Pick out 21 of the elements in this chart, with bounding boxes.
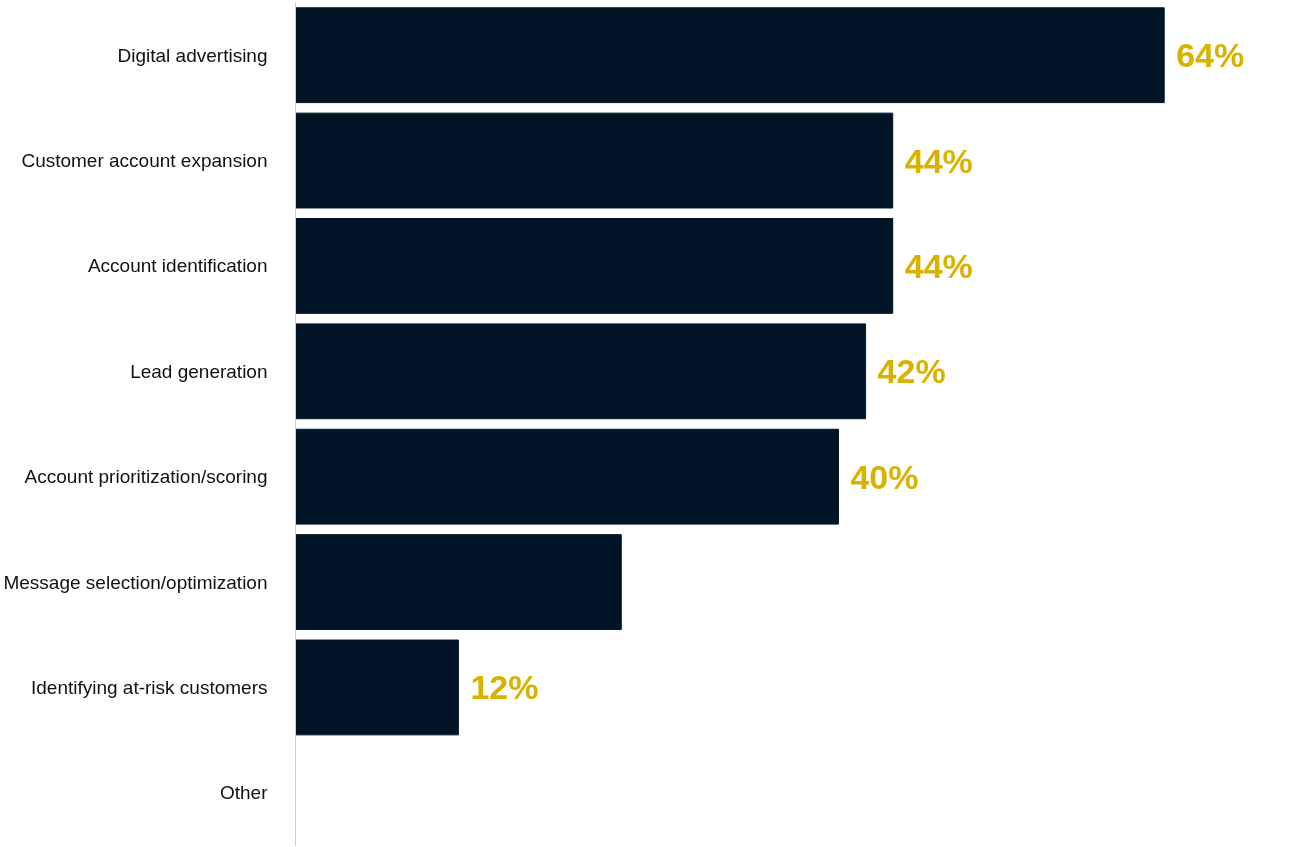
y-tick-label: Identifying at-risk customers [30, 676, 268, 698]
bar [295, 112, 894, 209]
bar [295, 639, 459, 736]
bar [295, 218, 894, 314]
y-tick-label: Customer account expansion [21, 150, 268, 172]
bar [295, 7, 1165, 104]
y-tick-label: Account prioritization/scoring [24, 466, 268, 488]
data-label: 42% [877, 352, 946, 391]
data-label: 12% [470, 668, 539, 707]
data-label: 44% [904, 141, 973, 180]
y-tick-label: Other [219, 782, 269, 804]
bar [295, 534, 622, 630]
bar [295, 428, 839, 525]
y-tick-label: Digital advertising [117, 44, 268, 66]
data-label: 44% [904, 246, 973, 285]
y-tick-label: Lead generation [130, 360, 268, 382]
data-label: 40% [850, 457, 919, 496]
data-label: 64% [1176, 36, 1245, 75]
bar [295, 323, 867, 420]
y-tick-label: Message selection/optimization [3, 571, 268, 593]
y-tick-label: Account identification [87, 255, 268, 277]
